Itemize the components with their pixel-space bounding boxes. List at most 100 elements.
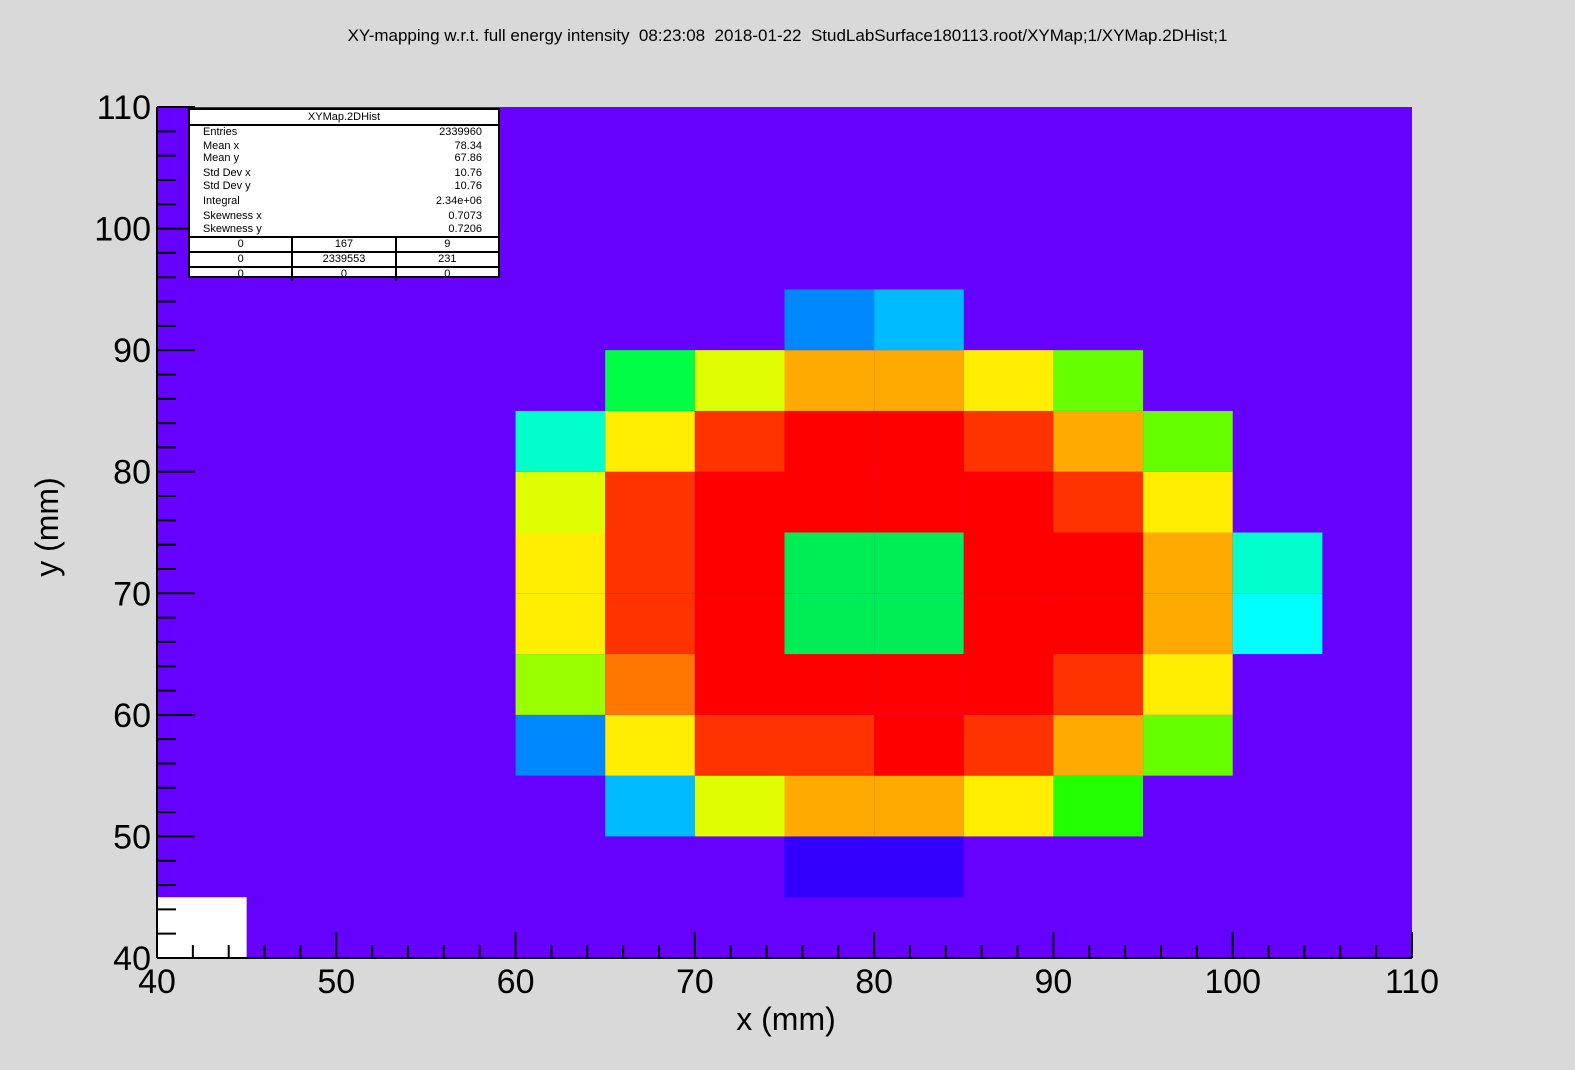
heatmap-cell <box>1143 471 1233 533</box>
y-tick-label: 80 <box>113 454 151 492</box>
heatmap-cell <box>1143 532 1233 594</box>
stats-row: Entries 2339960 <box>203 126 482 138</box>
stats-grid-cell: 0 <box>190 268 294 281</box>
heatmap-cell <box>963 471 1054 533</box>
heatmap-cell <box>694 532 785 594</box>
heatmap-cell <box>874 471 964 533</box>
x-axis-title: x (mm) <box>736 1001 836 1037</box>
x-tick-label: 90 <box>1035 963 1073 1001</box>
heatmap-cell <box>1143 714 1233 776</box>
heatmap-cell <box>515 532 606 594</box>
heatmap-cell <box>694 410 785 472</box>
heatmap-cell <box>1232 593 1323 655</box>
stats-row-label: Mean y <box>203 152 240 164</box>
heatmap-cell <box>605 471 695 533</box>
heatmap-cell <box>784 289 875 351</box>
stats-grid-row: 0 167 9 <box>190 238 498 253</box>
y-tick-label: 90 <box>113 332 151 370</box>
x-tick-label: 50 <box>317 963 355 1001</box>
heatmap-cell <box>874 775 964 837</box>
heatmap-cell <box>874 714 964 776</box>
y-tick-label: 110 <box>97 89 151 127</box>
heatmap-cell <box>605 532 695 594</box>
heatmap-cell <box>784 350 875 411</box>
heatmap-cell <box>605 775 695 837</box>
heatmap-cell <box>1053 532 1144 594</box>
heatmap-cell <box>874 289 964 351</box>
y-tick-label: 50 <box>113 818 151 856</box>
stats-row-value: 2339960 <box>439 126 482 138</box>
stats-grid: 0 167 9 0 2339553 231 0 0 0 <box>190 236 498 281</box>
x-tick-label: 110 <box>1385 963 1439 1001</box>
stats-row-label: Std Dev x <box>203 167 251 179</box>
heatmap-cell <box>694 775 785 837</box>
stats-grid-cell: 2339553 <box>293 253 397 266</box>
stats-row-label: Skewness x <box>203 210 262 222</box>
heatmap-cell <box>605 714 695 776</box>
heatmap-cell <box>963 532 1054 594</box>
heatmap-cell <box>515 593 606 655</box>
heatmap-cell <box>1143 410 1233 472</box>
heatmap-cell <box>963 593 1054 655</box>
heatmap-cell <box>784 836 875 898</box>
heatmap-cell <box>784 654 875 715</box>
heatmap-cell <box>605 410 695 472</box>
y-axis-title: y (mm) <box>29 477 65 577</box>
stats-row-value: 78.34 <box>454 140 482 152</box>
stats-grid-cell: 9 <box>444 238 451 250</box>
heatmap-cell <box>784 593 875 655</box>
heatmap-cell <box>1053 410 1144 472</box>
heatmap-cell <box>874 836 964 898</box>
heatmap-cell <box>874 532 964 594</box>
heatmap-cell <box>1143 654 1233 715</box>
x-tick-label: 70 <box>676 963 714 1001</box>
heatmap-cell <box>694 593 785 655</box>
heatmap-cell <box>963 714 1054 776</box>
stats-grid-cell: 231 <box>438 253 457 265</box>
stats-grid-row: 0 2339553 231 <box>190 253 498 268</box>
heatmap-cell <box>1053 350 1144 411</box>
x-tick-label: 40 <box>138 963 176 1001</box>
heatmap-cell <box>874 593 964 655</box>
x-tick-label: 80 <box>855 963 893 1001</box>
heatmap-cell <box>963 350 1054 411</box>
y-tick-label: 100 <box>94 211 151 249</box>
heatmap-cell <box>963 410 1054 472</box>
heatmap-cell <box>694 471 785 533</box>
heatmap-cell <box>605 593 695 655</box>
heatmap-cell <box>963 775 1054 837</box>
heatmap-cell <box>605 350 695 411</box>
stats-grid-cell: 0 <box>190 253 294 266</box>
heatmap-cell <box>1232 532 1323 594</box>
x-tick-label: 60 <box>497 963 535 1001</box>
stats-row-value: 10.76 <box>454 167 482 179</box>
heatmap-cell <box>157 897 247 958</box>
heatmap-cell <box>784 714 875 776</box>
stats-grid-cell: 167 <box>293 238 397 251</box>
stats-row-value: 0.7206 <box>448 223 482 235</box>
stats-row: Integral 2.34e+06 <box>203 195 482 207</box>
heatmap-cell <box>1053 593 1144 655</box>
heatmap-cell <box>515 714 606 776</box>
y-tick-label: 60 <box>113 697 151 735</box>
stats-row-label: Skewness y <box>203 223 262 235</box>
heatmap-cell <box>515 410 606 472</box>
heatmap-cell <box>515 654 606 715</box>
heatmap-cell <box>784 775 875 837</box>
stats-box: XYMap.2DHist Entries 2339960 Mean x 78.34 Me… <box>188 108 500 281</box>
stats-row: Mean x 78.34 <box>203 140 482 152</box>
stats-row: Skewness x 0.7073 <box>203 210 482 222</box>
heatmap-cell <box>784 532 875 594</box>
stats-row-value: 2.34e+06 <box>435 195 482 207</box>
heatmap-cell <box>784 410 875 472</box>
stats-row-value: 67.86 <box>454 152 482 164</box>
heatmap-cell <box>784 471 875 533</box>
stats-row: Std Dev y 10.76 <box>203 180 482 192</box>
stats-row-label: Entries <box>203 126 238 138</box>
heatmap-cell <box>694 350 785 411</box>
x-tick-label: 100 <box>1204 963 1261 1001</box>
heatmap-cell <box>963 654 1054 715</box>
stats-row-label: Std Dev y <box>203 180 251 192</box>
heatmap-cell <box>1143 593 1233 655</box>
stats-row-label: Mean x <box>203 140 240 152</box>
